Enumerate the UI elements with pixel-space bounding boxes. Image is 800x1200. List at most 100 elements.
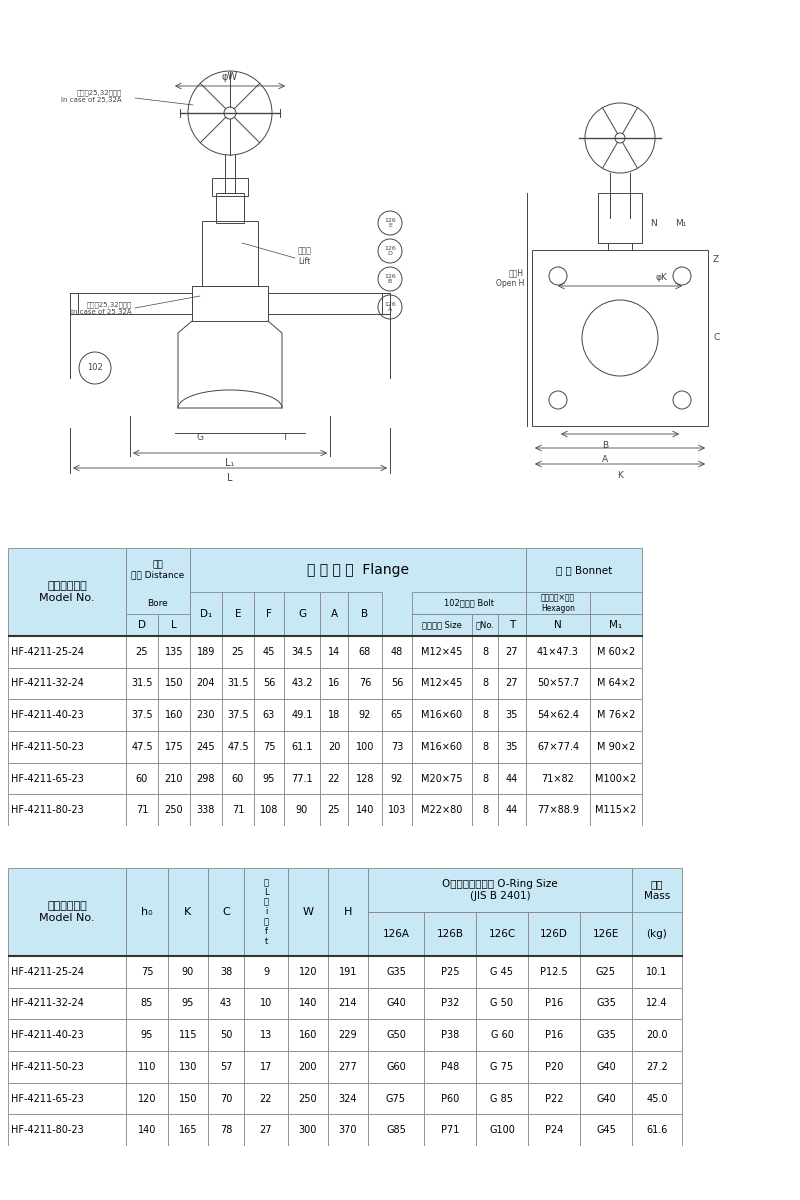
- Text: 150: 150: [165, 678, 183, 689]
- Text: 54×62.4: 54×62.4: [537, 710, 579, 720]
- Text: HF-4211-32-24: HF-4211-32-24: [11, 998, 84, 1008]
- Text: 175: 175: [165, 742, 183, 752]
- Text: M 60×2: M 60×2: [597, 647, 635, 656]
- Text: 71: 71: [136, 805, 148, 815]
- Text: D: D: [138, 620, 146, 630]
- Bar: [476, 1051, 528, 1082]
- Text: 60: 60: [232, 774, 244, 784]
- Text: G25: G25: [596, 967, 616, 977]
- Bar: [328, 1082, 368, 1115]
- Bar: [368, 1019, 424, 1051]
- Bar: [208, 1115, 244, 1146]
- Text: 9: 9: [263, 967, 269, 977]
- Bar: [476, 1019, 528, 1051]
- Text: G 85: G 85: [490, 1093, 514, 1104]
- Text: 61.6: 61.6: [646, 1126, 668, 1135]
- Bar: [412, 614, 472, 636]
- Text: P48: P48: [441, 1062, 459, 1072]
- Bar: [208, 1051, 244, 1082]
- Text: 120: 120: [298, 967, 318, 977]
- Text: 呼び径25,32の場合
In case of 25,32A: 呼び径25,32の場合 In case of 25,32A: [62, 89, 122, 103]
- Bar: [190, 592, 222, 636]
- Text: 70: 70: [220, 1093, 232, 1104]
- Bar: [382, 636, 412, 667]
- Text: P20: P20: [545, 1062, 563, 1072]
- Bar: [498, 636, 526, 667]
- Text: K: K: [184, 907, 192, 917]
- Text: M 76×2: M 76×2: [597, 710, 635, 720]
- Bar: [580, 1115, 632, 1146]
- Bar: [190, 548, 526, 636]
- Bar: [8, 548, 126, 636]
- Bar: [424, 1051, 476, 1082]
- Bar: [412, 731, 472, 763]
- Bar: [382, 731, 412, 763]
- Text: 102: 102: [87, 364, 103, 372]
- Text: HF-4211-25-24: HF-4211-25-24: [11, 647, 84, 656]
- Bar: [254, 763, 284, 794]
- Bar: [528, 1115, 580, 1146]
- Text: 92: 92: [391, 774, 403, 784]
- Bar: [284, 794, 320, 826]
- Text: HF-4211-50-23: HF-4211-50-23: [11, 742, 84, 752]
- Text: P32: P32: [441, 998, 459, 1008]
- Text: 102ボルト Bolt: 102ボルト Bolt: [444, 599, 494, 607]
- Bar: [580, 988, 632, 1019]
- Bar: [526, 667, 590, 700]
- Bar: [472, 794, 498, 826]
- Bar: [222, 700, 254, 731]
- Text: 77×88.9: 77×88.9: [537, 805, 579, 815]
- Text: 85: 85: [141, 998, 153, 1008]
- Bar: [632, 956, 682, 988]
- Bar: [528, 988, 580, 1019]
- Text: 126
B: 126 B: [384, 274, 396, 284]
- Text: h₀: h₀: [141, 907, 153, 917]
- Text: 71×82: 71×82: [542, 774, 574, 784]
- Text: 95: 95: [182, 998, 194, 1008]
- Text: リ
L
フ
i
ト
f
t: リ L フ i ト f t: [263, 878, 269, 946]
- Text: M12×45: M12×45: [422, 647, 462, 656]
- Text: 115: 115: [178, 1030, 198, 1040]
- Bar: [126, 636, 158, 667]
- Text: 126E: 126E: [593, 929, 619, 938]
- Text: リフト
Lift: リフト Lift: [298, 246, 312, 265]
- Bar: [208, 988, 244, 1019]
- Bar: [190, 763, 222, 794]
- Text: HF-4211-65-23: HF-4211-65-23: [11, 1093, 84, 1104]
- Text: G: G: [197, 433, 203, 443]
- Text: 47.5: 47.5: [227, 742, 249, 752]
- Text: F: F: [266, 608, 272, 619]
- Text: 126A: 126A: [382, 929, 410, 938]
- Text: 126
A: 126 A: [384, 301, 396, 312]
- Text: G100: G100: [489, 1126, 515, 1135]
- Bar: [158, 700, 190, 731]
- Bar: [8, 956, 126, 988]
- Bar: [126, 794, 158, 826]
- Bar: [320, 700, 348, 731]
- Text: HF-4211-32-24: HF-4211-32-24: [11, 678, 84, 689]
- Bar: [590, 667, 642, 700]
- Text: P24: P24: [545, 1126, 563, 1135]
- Bar: [580, 1051, 632, 1082]
- Bar: [254, 794, 284, 826]
- Text: L: L: [171, 620, 177, 630]
- Bar: [8, 1115, 126, 1146]
- Text: 18: 18: [328, 710, 340, 720]
- Bar: [126, 548, 190, 636]
- Bar: [498, 614, 526, 636]
- Bar: [126, 868, 168, 956]
- Bar: [498, 700, 526, 731]
- Text: E: E: [234, 608, 242, 619]
- Text: 100: 100: [356, 742, 374, 752]
- Bar: [590, 731, 642, 763]
- Bar: [320, 731, 348, 763]
- Bar: [528, 912, 580, 956]
- Bar: [288, 1115, 328, 1146]
- Text: 90: 90: [182, 967, 194, 977]
- Text: P16: P16: [545, 1030, 563, 1040]
- Bar: [126, 700, 158, 731]
- Text: G85: G85: [386, 1126, 406, 1135]
- Text: 277: 277: [338, 1062, 358, 1072]
- Text: 31.5: 31.5: [227, 678, 249, 689]
- Bar: [244, 868, 288, 956]
